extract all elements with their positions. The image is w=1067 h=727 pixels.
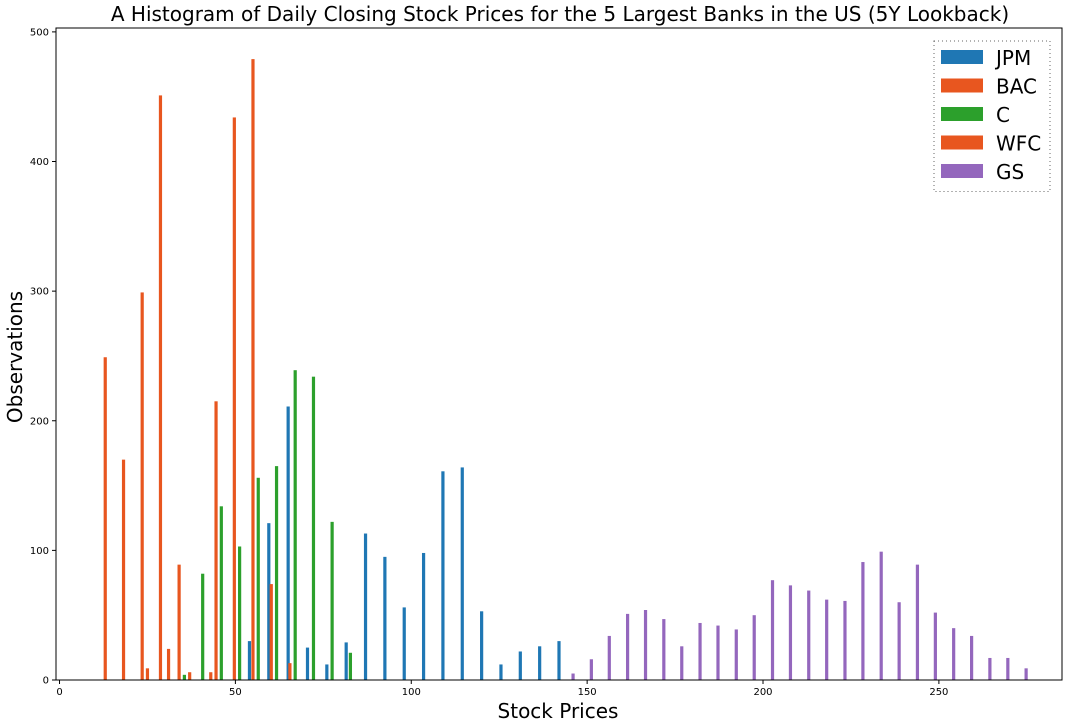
bar-gs	[662, 619, 666, 680]
bar-gs	[716, 625, 720, 680]
y-tick-label: 300	[30, 287, 49, 298]
axes-layer: 0 50 100 150 200 250 0 100 200 300 400 500	[30, 27, 1063, 698]
bar-bac	[121, 459, 126, 680]
bar-jpm	[267, 523, 271, 680]
legend-label-wfc: WFC	[996, 132, 1041, 156]
bar-jpm	[480, 611, 484, 680]
bar-jpm	[363, 533, 368, 680]
legend-frame	[933, 40, 1051, 192]
bar-bac	[232, 117, 236, 680]
bar-gs	[988, 657, 992, 680]
legend-label-jpm: JPM	[994, 46, 1031, 70]
bar-jpm	[325, 664, 329, 680]
legend-swatch-jpm	[941, 50, 983, 64]
bar-gs	[643, 610, 648, 680]
legend-swatch-bac	[941, 78, 983, 93]
bar-bac	[140, 292, 144, 680]
bar-jpm	[286, 406, 290, 680]
legend-label-gs: GS	[996, 160, 1024, 184]
x-tick-label: 200	[753, 687, 772, 698]
bar-jpm	[305, 647, 310, 680]
legend-swatch-wfc	[941, 135, 983, 150]
bar-gs	[607, 635, 611, 680]
bar-c	[348, 652, 353, 680]
bar-bac	[288, 663, 292, 680]
bar-wfc	[166, 648, 171, 680]
bar-gs	[1024, 668, 1028, 680]
bar-c	[330, 521, 334, 680]
bar-gs	[807, 590, 811, 680]
bar-gs	[680, 646, 684, 680]
x-tick-label: 50	[229, 687, 242, 698]
y-tick-label: 200	[30, 416, 49, 427]
bar-gs	[915, 564, 920, 680]
y-tick-label: 500	[30, 27, 49, 38]
bar-gs	[752, 615, 756, 680]
bar-c	[219, 506, 223, 680]
bar-jpm	[383, 556, 387, 680]
bar-gs	[861, 562, 865, 680]
bar-gs	[897, 602, 901, 680]
chart-title: A Histogram of Daily Closing Stock Price…	[111, 2, 1009, 26]
y-tick-label: 0	[43, 676, 49, 687]
bar-gs	[625, 613, 630, 680]
bar-gs	[589, 659, 593, 680]
bar-c	[256, 477, 260, 680]
bar-gs	[970, 635, 974, 680]
bar-c	[238, 546, 242, 680]
plot-frame	[55, 27, 1063, 681]
bar-jpm	[557, 641, 561, 680]
y-axis-title: Observations	[3, 291, 27, 423]
x-tick-label: 0	[56, 687, 62, 698]
legend: JPM BAC C WFC GS	[933, 40, 1051, 192]
x-tick-label: 250	[929, 687, 948, 698]
bar-c	[274, 466, 279, 680]
bar-gs	[879, 551, 883, 680]
bar-bac	[269, 584, 273, 680]
legend-swatch-gs	[941, 164, 983, 178]
bar-bac	[214, 401, 218, 680]
legend-label-bac: BAC	[996, 75, 1037, 99]
bars-layer	[103, 59, 1028, 681]
bar-wfc	[209, 672, 213, 680]
bar-jpm	[402, 607, 406, 680]
bar-gs	[952, 628, 956, 680]
bar-gs	[825, 599, 829, 680]
bar-c	[293, 370, 297, 680]
bar-bac	[103, 357, 107, 680]
y-tick-label: 400	[30, 157, 49, 168]
bar-bac	[158, 95, 163, 680]
bar-jpm	[344, 642, 348, 680]
bar-gs	[734, 629, 738, 680]
bar-gs	[788, 585, 793, 680]
bar-gs	[933, 612, 937, 680]
x-axis-title: Stock Prices	[498, 699, 619, 723]
bar-wfc	[188, 672, 192, 680]
bar-bac	[177, 564, 181, 680]
bar-gs	[571, 673, 575, 680]
x-tick-label: 100	[402, 687, 421, 698]
bar-gs	[843, 600, 847, 680]
y-tick-label: 100	[30, 546, 49, 557]
bar-c	[182, 674, 186, 680]
bar-jpm	[538, 646, 542, 680]
bar-jpm	[460, 467, 464, 680]
bar-wfc	[145, 668, 150, 680]
bar-gs	[698, 622, 702, 680]
bar-jpm	[518, 651, 522, 680]
bar-gs	[1006, 657, 1010, 680]
bar-jpm	[421, 552, 426, 680]
bar-jpm	[247, 641, 252, 680]
bar-c	[201, 573, 205, 680]
bar-jpm	[441, 471, 445, 680]
bar-c	[311, 376, 316, 680]
bar-jpm	[499, 664, 503, 680]
bar-bac	[251, 59, 255, 681]
bar-gs	[770, 580, 775, 680]
x-tick-label: 150	[578, 687, 597, 698]
legend-swatch-c	[941, 107, 983, 121]
legend-label-c: C	[996, 103, 1010, 127]
